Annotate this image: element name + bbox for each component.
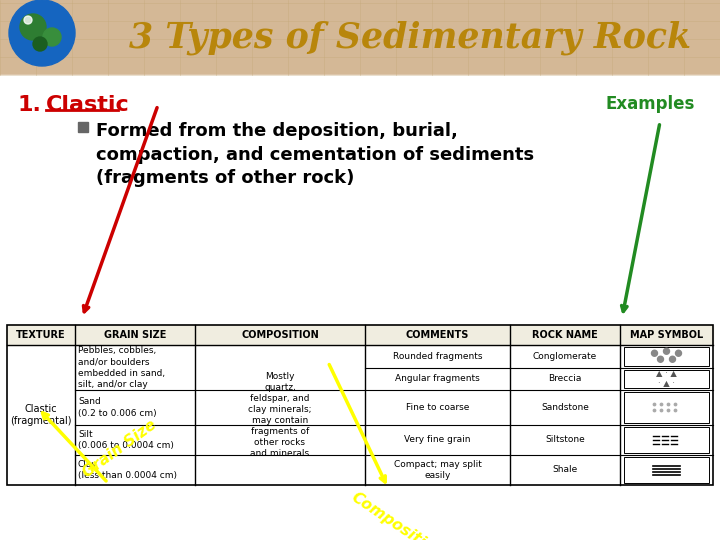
Circle shape: [675, 350, 682, 356]
Circle shape: [653, 403, 656, 406]
Text: Compact; may split
easily: Compact; may split easily: [394, 460, 482, 480]
Circle shape: [20, 14, 46, 40]
Text: ▲ · ▲
· ▲ ·: ▲ · ▲ · ▲ ·: [656, 369, 677, 388]
Text: TEXTURE: TEXTURE: [16, 330, 66, 340]
Text: COMMENTS: COMMENTS: [406, 330, 469, 340]
Text: Silt
(0.006 to 0.0004 cm): Silt (0.006 to 0.0004 cm): [78, 430, 174, 450]
Text: Shale: Shale: [552, 465, 577, 475]
Text: Rounded fragments: Rounded fragments: [392, 352, 482, 361]
Text: Pebbles, cobbles,
and/or boulders
embedded in sand,
silt, and/or clay: Pebbles, cobbles, and/or boulders embedd…: [78, 346, 165, 389]
Text: ROCK NAME: ROCK NAME: [532, 330, 598, 340]
Text: Fine to coarse: Fine to coarse: [406, 403, 469, 412]
Text: 3 Types of Sedimentary Rock: 3 Types of Sedimentary Rock: [129, 21, 691, 55]
Circle shape: [657, 356, 664, 362]
Circle shape: [43, 28, 61, 46]
Text: Sand
(0.2 to 0.006 cm): Sand (0.2 to 0.006 cm): [78, 397, 157, 417]
Text: Breccia: Breccia: [549, 374, 582, 383]
Text: Formed from the deposition, burial,
compaction, and cementation of sediments
(fr: Formed from the deposition, burial, comp…: [96, 122, 534, 187]
Circle shape: [670, 356, 675, 362]
Text: COMPOSITION: COMPOSITION: [241, 330, 319, 340]
Text: Sandstone: Sandstone: [541, 403, 589, 412]
Text: 1.: 1.: [18, 95, 42, 115]
Circle shape: [653, 409, 656, 411]
Bar: [7, 325, 713, 485]
Text: Composition: Composition: [348, 490, 445, 540]
Circle shape: [664, 348, 670, 354]
Circle shape: [652, 350, 657, 356]
Bar: [0, 0, 720, 75]
Text: Clay
(less than 0.0004 cm): Clay (less than 0.0004 cm): [78, 460, 177, 480]
Circle shape: [675, 403, 677, 406]
Circle shape: [667, 403, 670, 406]
Circle shape: [675, 409, 677, 411]
Bar: [624, 457, 709, 483]
Bar: [624, 392, 709, 423]
Bar: [624, 369, 709, 388]
Circle shape: [33, 37, 47, 51]
Text: Angular fragments: Angular fragments: [395, 374, 480, 383]
Text: Mostly
quartz,
feldspar, and
clay minerals;
may contain
fragments of
other rocks: Mostly quartz, feldspar, and clay minera…: [248, 372, 312, 458]
Bar: [78, 122, 88, 132]
Text: Grain Size: Grain Size: [80, 417, 159, 480]
Circle shape: [660, 409, 662, 411]
Text: Conglomerate: Conglomerate: [533, 352, 597, 361]
Text: Clastic
(fragmental): Clastic (fragmental): [10, 404, 72, 426]
Bar: [624, 347, 709, 366]
Bar: [624, 427, 709, 453]
Circle shape: [660, 403, 662, 406]
Text: GRAIN SIZE: GRAIN SIZE: [104, 330, 166, 340]
Text: Clastic: Clastic: [46, 95, 130, 115]
Text: Very fine grain: Very fine grain: [404, 435, 471, 444]
Text: MAP SYMBOL: MAP SYMBOL: [630, 330, 703, 340]
Circle shape: [667, 409, 670, 411]
Text: Siltstone: Siltstone: [545, 435, 585, 444]
Circle shape: [9, 0, 75, 66]
Circle shape: [24, 16, 32, 24]
Bar: [7, 325, 713, 345]
Text: Examples: Examples: [606, 95, 695, 113]
Bar: [0, 75, 720, 540]
